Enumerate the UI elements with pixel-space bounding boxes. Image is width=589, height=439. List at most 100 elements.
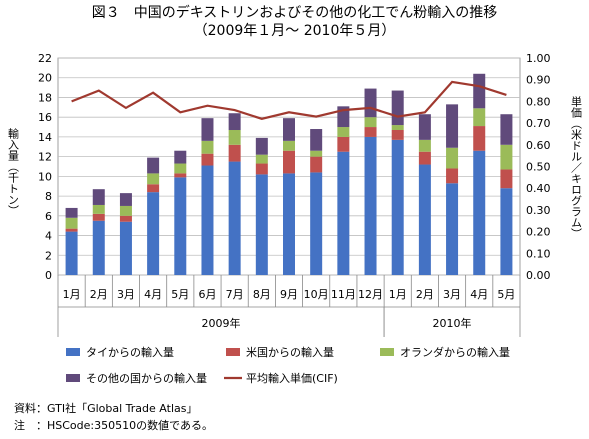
bar-segment (337, 151, 350, 275)
y-tick-label: 20 (38, 72, 52, 85)
legend-label: 平均輸入単価(CIF) (246, 371, 338, 385)
bar-segment (364, 117, 377, 128)
legend-label: その他の国からの輸入量 (86, 371, 207, 385)
bar-segment (255, 174, 268, 275)
bar-segment (147, 184, 160, 193)
y2-tick-label: 0.20 (526, 226, 551, 239)
y-tick-label: 6 (45, 210, 52, 223)
bar-segment (310, 150, 323, 157)
bar-segment (283, 150, 295, 174)
bar-segment (119, 205, 132, 216)
legend-swatch (380, 348, 394, 356)
bar-segment (283, 118, 295, 141)
y-tick-label: 0 (45, 269, 52, 282)
legend-label: 米国からの輸入量 (246, 345, 334, 359)
bar-segment (92, 213, 105, 221)
chart-title: 図３ 中国のデキストリンおよびその他の化工でん粉輸入の推移 (91, 5, 498, 21)
bar-segment (201, 165, 214, 275)
y2-tick-label: 0.50 (526, 161, 551, 174)
x-tick-label: 5月 (497, 288, 515, 301)
bar-segment (119, 215, 132, 222)
bar-segment (174, 163, 187, 174)
y2-tick-label: 0.60 (526, 139, 551, 152)
chart-area: 0 2 4 6 8 10 12 14 16 18 20 22 0.00 0.10 0.20 0.30 0.40 0… (7, 52, 583, 385)
bar-segment (174, 173, 187, 178)
bar-segment (337, 136, 350, 152)
y2-axis-label: 単価（米ドル／キログラム） (570, 95, 583, 239)
legend-swatch (226, 348, 240, 356)
y-tick-label: 16 (38, 111, 52, 124)
x-tick-label: 11月 (331, 288, 356, 301)
bar-segment (283, 140, 295, 151)
bar-segment (418, 114, 431, 140)
bar-segment (418, 139, 431, 152)
x-tick-label: 12月 (358, 288, 383, 301)
y-tick-label: 22 (38, 52, 52, 65)
bar-layer (65, 73, 513, 275)
bar-segment (228, 130, 241, 145)
bar-segment (446, 104, 459, 148)
year-group-label: 2009年 (202, 316, 241, 330)
bar-segment (337, 127, 350, 137)
bar-segment (255, 154, 268, 164)
bar-segment (418, 151, 431, 165)
bar-segment (201, 140, 214, 154)
x-tick-label: 1月 (63, 288, 81, 301)
y-tick-label: 14 (38, 131, 52, 144)
bar-segment (364, 88, 377, 118)
bar-segment (446, 168, 459, 184)
bar-segment (310, 129, 323, 151)
y2-tick-label: 0.10 (526, 247, 551, 260)
bar-segment (228, 144, 241, 162)
axes: 0 2 4 6 8 10 12 14 16 18 20 22 0.00 0.10 0.20 0.30 0.40 0… (38, 52, 551, 337)
unit-price-line (71, 80, 507, 120)
legend-swatch (66, 374, 80, 382)
y-tick-label: 8 (45, 190, 52, 203)
bar-segment (147, 173, 160, 185)
bar-segment (391, 139, 404, 275)
x-tick-label: 4月 (470, 288, 488, 301)
y2-tick-label: 0.30 (526, 204, 551, 217)
x-tick-label: 1月 (389, 288, 407, 301)
bar-segment (310, 156, 323, 173)
bar-segment (446, 147, 459, 169)
y-tick-label: 2 (45, 249, 52, 262)
source-note: 資料：GTI社「Global Trade Atlas」 (14, 402, 198, 415)
y2-tick-label: 0.00 (526, 269, 551, 282)
bar-segment (310, 172, 323, 275)
bar-segment (391, 125, 404, 131)
bar-segment (364, 127, 377, 137)
bar-segment (255, 163, 268, 175)
hs-code-note: 注 ：HSCode:350510の数値である。 (14, 419, 214, 432)
y2-tick-label: 0.90 (526, 74, 551, 87)
y-tick-label: 4 (45, 230, 52, 243)
bar-segment (65, 231, 78, 275)
y2-tick-label: 1.00 (526, 52, 551, 65)
x-tick-label: 2月 (416, 288, 434, 301)
x-tick-label: 4月 (144, 288, 162, 301)
bar-segment (473, 150, 486, 275)
bar-segment (446, 183, 459, 275)
bar-segment (119, 221, 132, 275)
x-tick-label: 7月 (226, 288, 244, 301)
bar-segment (283, 173, 295, 275)
x-tick-label: 2月 (90, 288, 108, 301)
x-tick-label: 3月 (117, 288, 135, 301)
y2-tick-label: 0.70 (526, 117, 551, 130)
legend-swatch (66, 348, 80, 356)
bar-segment (119, 193, 132, 206)
bar-segment (418, 164, 431, 275)
bar-segment (255, 137, 268, 155)
x-tick-label: 9月 (280, 288, 298, 301)
bar-segment (201, 118, 214, 141)
bar-segment (92, 204, 105, 214)
bar-segment (391, 130, 404, 140)
bar-segment (92, 220, 105, 275)
bar-segment (500, 114, 513, 145)
bar-segment (65, 217, 78, 229)
bar-segment (201, 153, 214, 166)
bar-segment (92, 189, 105, 205)
year-group-label: 2010年 (433, 316, 472, 330)
bar-segment (473, 108, 486, 127)
